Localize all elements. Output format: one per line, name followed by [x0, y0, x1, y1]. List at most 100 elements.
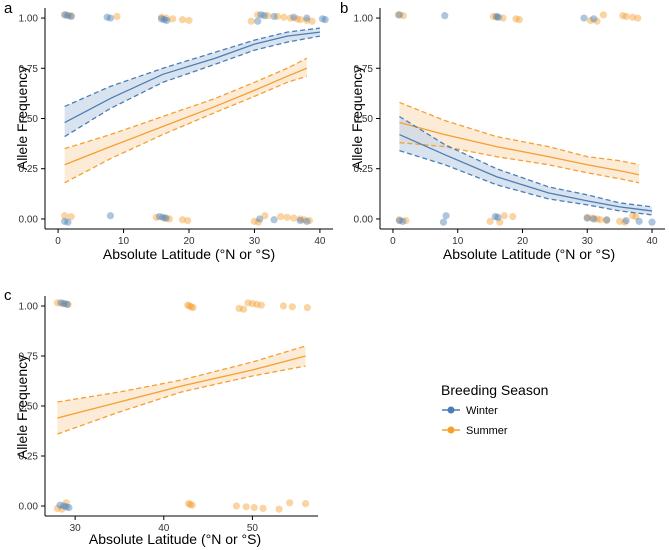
- panel-a-winter-data-point: [61, 217, 69, 225]
- panel-a-summer-data-point: [283, 213, 291, 221]
- panel-b-winter-data-point: [648, 218, 656, 226]
- panel-a-summer-data-point: [293, 15, 301, 23]
- panel-a-summer-data-point: [67, 12, 75, 20]
- panel-c-winter-data-point: [65, 504, 73, 512]
- panel-a-summer-data-point: [152, 213, 160, 221]
- panel-a-winter-data-point: [303, 217, 311, 225]
- panel-b-y-tick-label: 1.00: [354, 14, 374, 25]
- panel-b-winter-data-point: [442, 212, 450, 220]
- panel-b-winter-data-point: [494, 213, 502, 221]
- panel-a-summer-data-point: [300, 216, 308, 224]
- legend-winter-marker: [447, 406, 455, 414]
- panel-a-winter-ci-band: [64, 28, 320, 137]
- panel-c-y-tick-label: 0.75: [19, 352, 39, 363]
- panel-c-summer-ci-band: [57, 346, 306, 434]
- panel-a-summer-data-point: [308, 17, 316, 25]
- panel-b-winter-data-point: [603, 216, 611, 224]
- panel-c-y-axis-title: Allele Frequency: [14, 355, 30, 459]
- panel-b-winter-data-point: [439, 218, 448, 226]
- panel-b-summer-data-point: [486, 217, 494, 225]
- panel-a-y-tick-label: 0.25: [19, 164, 39, 175]
- panel-c-y-tick-label: 1.00: [19, 302, 39, 313]
- panel-a-summer-data-point: [161, 214, 169, 222]
- panel-b-y-tick-label: 0.50: [354, 114, 374, 125]
- panel-b-summer-data-point: [402, 216, 410, 225]
- panel-a-summer-data-point: [178, 216, 187, 224]
- panel-c-summer-data-point: [303, 304, 311, 312]
- panel-a-summer-data-point: [273, 12, 281, 21]
- panel-b-y-axis-title: Allele Frequency: [349, 66, 365, 170]
- panel-b-summer-data-point: [586, 16, 595, 25]
- panel-b-summer-data-point: [629, 212, 637, 220]
- panel-b-summer-data-point: [619, 12, 627, 20]
- panel-c-summer-data-point: [279, 302, 288, 310]
- panel-a-summer-data-point: [113, 12, 121, 21]
- panel-a-winter-data-point: [106, 212, 115, 220]
- panel-a-summer-data-point: [277, 212, 285, 221]
- panel-a-summer-data-point: [303, 16, 311, 25]
- panel-c-summer-data-point: [248, 300, 257, 308]
- panel-a-summer-fit-line: [64, 67, 308, 166]
- panel-b-summer-data-point: [593, 215, 601, 223]
- panel-a-winter-data-point: [103, 13, 111, 21]
- panel-b-x-tick-label: 0: [390, 236, 396, 247]
- panel-b-summer-data-point: [588, 214, 597, 222]
- panel-c-summer-data-point: [53, 299, 62, 307]
- legend: Breeding Season Winter Summer: [441, 382, 548, 437]
- panel-c-summer-data-point: [232, 502, 241, 510]
- panel-c-summer-data-point: [286, 499, 294, 507]
- panel-a-winter-data-point: [296, 216, 304, 225]
- panel-a-summer-data-point: [61, 212, 69, 220]
- panel-a-winter-data-point: [290, 13, 298, 21]
- panel-a-summer-data-point: [157, 13, 166, 21]
- panel-b-summer-data-point: [622, 12, 630, 21]
- panel-b-winter-data-point: [491, 212, 499, 221]
- panel-b-winter-fit-line: [399, 133, 653, 212]
- panel-a-winter-data-point: [160, 16, 168, 24]
- panel-c-y-tick-label: 0.25: [19, 452, 39, 463]
- panel-a-summer-data-point: [250, 217, 259, 225]
- panel-b-x-axis-title: Absolute Latitude (°N or °S): [443, 246, 615, 262]
- panel-c-summer-data-point: [53, 504, 62, 512]
- panel-b-winter-data-point: [395, 11, 404, 19]
- panel-b-winter-data-point: [399, 217, 407, 225]
- panel-a-x-tick-label: 20: [183, 236, 195, 247]
- panel-a-winter-data-point: [159, 213, 167, 221]
- panel-b-x-tick-label: 10: [452, 236, 464, 247]
- panel-b-winter-data-point: [494, 13, 503, 21]
- panel-c-summer-data-point: [235, 304, 243, 312]
- panel-a-summer-data-point: [280, 13, 288, 21]
- panel-label-a: a: [4, 0, 13, 17]
- panel-b-summer-data-point: [603, 216, 611, 225]
- panel-a-winter-data-point: [303, 14, 311, 22]
- panel-a-x-tick-label: 40: [314, 236, 326, 247]
- panel-c-summer-data-point: [244, 299, 252, 307]
- panel-b-winter-data-point: [395, 216, 404, 225]
- panel-b-summer-data-point: [632, 212, 640, 221]
- panel-b-x-tick-label: 40: [646, 236, 658, 247]
- panel-b-summer-data-point: [500, 212, 508, 220]
- panel-c-summer-data-point: [186, 500, 194, 508]
- panel-a-winter-data-point: [256, 215, 264, 223]
- panel-c-summer-data-point: [250, 504, 258, 512]
- panel-b-summer-data-point: [512, 15, 520, 23]
- panel-c-y-tick-label: 0.00: [19, 502, 39, 513]
- panel-a-winter-data-point: [321, 16, 329, 24]
- panel-a-winter-data-point: [64, 218, 72, 226]
- panel-a-summer-data-point: [305, 216, 314, 225]
- panel-a-winter-data-point: [162, 214, 170, 222]
- panel-a-y-tick-label: 0.50: [19, 114, 39, 125]
- panel-b-winter-data-point: [590, 215, 598, 223]
- panel-b-winter-data-point: [583, 214, 591, 222]
- panel-a-summer-data-point: [178, 16, 187, 24]
- panel-c-summer-data-point: [184, 500, 193, 508]
- panel-b-summer-data-point: [492, 13, 501, 21]
- panel-c-summer-upper-bound: [57, 345, 306, 403]
- panel-b-summer-data-point: [629, 13, 637, 21]
- panel-b-winter-data-point: [441, 12, 449, 20]
- panel-c-summer-data-point: [259, 504, 267, 512]
- panel-b-summer-data-point: [395, 216, 404, 224]
- panel-c-x-axis-title: Absolute Latitude (°N or °S): [89, 531, 261, 547]
- panel-a-x-tick-label: 30: [249, 236, 261, 247]
- panel-a-summer-data-point: [263, 12, 272, 20]
